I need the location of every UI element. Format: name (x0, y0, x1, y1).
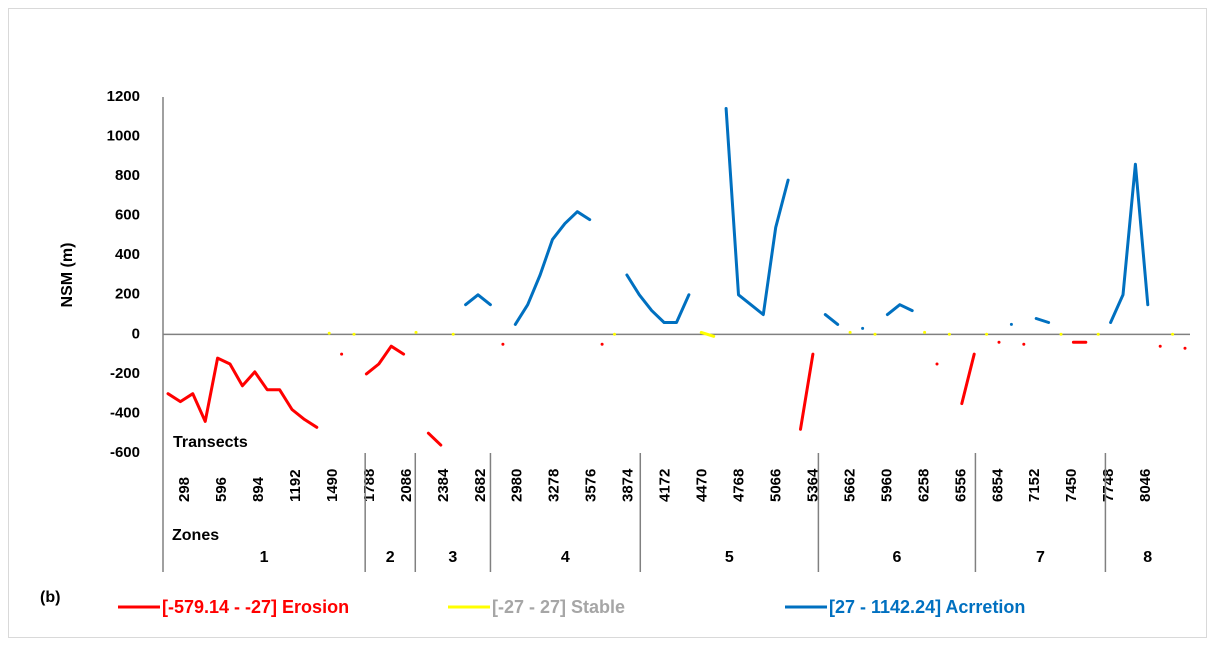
x-tick-label: 4172 (657, 469, 674, 502)
zone-name: 2 (386, 549, 395, 566)
x-tick-label: 298 (176, 477, 193, 502)
x-tick-label: 5662 (841, 469, 858, 502)
data-line (724, 107, 790, 317)
data-line (823, 313, 840, 326)
data-line (1109, 162, 1150, 324)
panel-label: (b) (40, 589, 60, 606)
y-axis-label: NSM (m) (59, 243, 76, 308)
y-tick-label: 1200 (107, 88, 140, 105)
y-tick-label: 600 (115, 207, 140, 224)
zone-name: 3 (448, 549, 457, 566)
zone-label: Zones (172, 527, 219, 544)
x-tick-label: 7450 (1063, 469, 1080, 502)
chart-border (8, 8, 1207, 638)
x-tick-label: 5960 (878, 469, 895, 502)
data-line (799, 352, 815, 431)
x-tick-label: 2980 (509, 469, 526, 502)
x-tick-label: 4768 (731, 469, 748, 502)
x-tick-label: 6556 (952, 469, 969, 502)
x-tick-label: 3278 (546, 469, 563, 502)
zone-name: 4 (561, 549, 570, 566)
zone-name: 8 (1143, 549, 1152, 566)
data-line (513, 210, 592, 326)
x-tick-label: 2384 (435, 468, 452, 502)
y-tick-label: -200 (110, 365, 140, 382)
y-tick-label: -400 (110, 404, 140, 421)
x-tick-label: 7748 (1100, 469, 1117, 502)
data-line (166, 356, 319, 429)
x-tick-label: 6854 (989, 468, 1006, 502)
legend-label: [-579.14 - -27] Erosion (162, 597, 349, 617)
x-tick-label: 5066 (767, 469, 784, 502)
y-tick-label: -600 (110, 444, 140, 461)
x-tick-label: 7152 (1026, 469, 1043, 502)
zone-name: 1 (260, 549, 269, 566)
data-line (960, 352, 976, 406)
data-line (364, 344, 406, 376)
x-tick-label: 2682 (472, 469, 489, 502)
x-tick-label: 8046 (1137, 469, 1154, 502)
y-tick-label: 200 (115, 286, 140, 303)
data-line (625, 273, 691, 324)
x-axis-label: Transects (173, 434, 248, 451)
data-line (885, 303, 914, 317)
x-tick-label: 5364 (804, 468, 821, 502)
x-tick-label: 1490 (324, 469, 341, 502)
legend-label: [27 - 1142.24] Acrretion (829, 597, 1025, 617)
data-line (699, 330, 716, 338)
data-line (426, 431, 443, 447)
x-tick-label: 3576 (583, 469, 600, 502)
x-tick-label: 3874 (620, 468, 637, 502)
x-tick-label: 4470 (694, 469, 711, 502)
data-line (464, 293, 492, 307)
x-tick-label: 596 (213, 477, 230, 502)
zone-name: 7 (1036, 549, 1045, 566)
x-tick-label: 6258 (915, 469, 932, 502)
x-tick-label: 1788 (361, 469, 378, 502)
y-tick-label: 400 (115, 246, 140, 263)
x-tick-label: 2086 (398, 469, 415, 502)
zone-name: 5 (725, 549, 734, 566)
data-line (1034, 317, 1051, 324)
y-tick-label: 0 (132, 325, 140, 342)
legend-label: [-27 - 27] Stable (492, 597, 625, 617)
y-tick-label: 1000 (107, 128, 140, 145)
zone-name: 6 (892, 549, 901, 566)
x-tick-label: 894 (250, 476, 267, 502)
y-tick-label: 800 (115, 167, 140, 184)
x-tick-label: 1192 (287, 469, 304, 502)
